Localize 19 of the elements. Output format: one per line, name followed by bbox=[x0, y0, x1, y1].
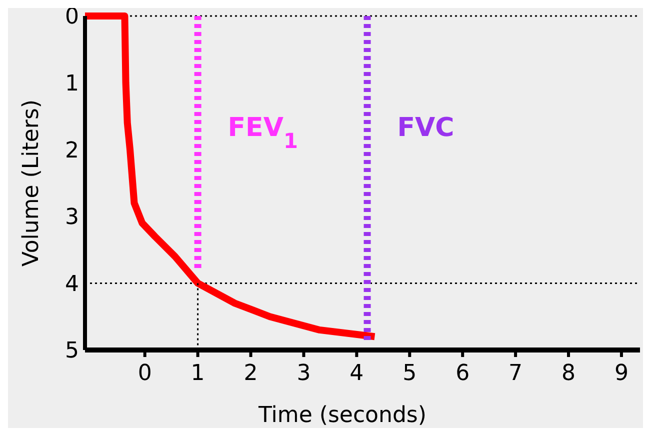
x-tick-label: 4 bbox=[350, 361, 364, 386]
x-tick-label: 0 bbox=[138, 361, 152, 386]
x-axis-title: Time (seconds) bbox=[258, 403, 426, 428]
x-tick-label: 2 bbox=[244, 361, 258, 386]
y-tick-label: 3 bbox=[65, 205, 79, 230]
y-tick-label: 5 bbox=[65, 338, 79, 364]
x-tick-label: 7 bbox=[508, 361, 523, 386]
x-tick-label: 1 bbox=[190, 361, 205, 386]
x-tick-label: 8 bbox=[562, 361, 576, 386]
y-tick-label: 2 bbox=[65, 138, 79, 164]
x-tick-label: 9 bbox=[614, 361, 628, 386]
series-label: FVC bbox=[397, 113, 454, 144]
series-label: FEV$_{1}$ bbox=[228, 113, 298, 154]
x-tick-label: 3 bbox=[296, 361, 311, 386]
x-tick-label: 6 bbox=[456, 361, 470, 386]
y-axis-title: Volume (Liters) bbox=[19, 99, 44, 267]
x-tick-label: 5 bbox=[402, 361, 417, 386]
y-tick-label: 1 bbox=[65, 72, 79, 96]
y-tick-label: 4 bbox=[65, 272, 79, 297]
